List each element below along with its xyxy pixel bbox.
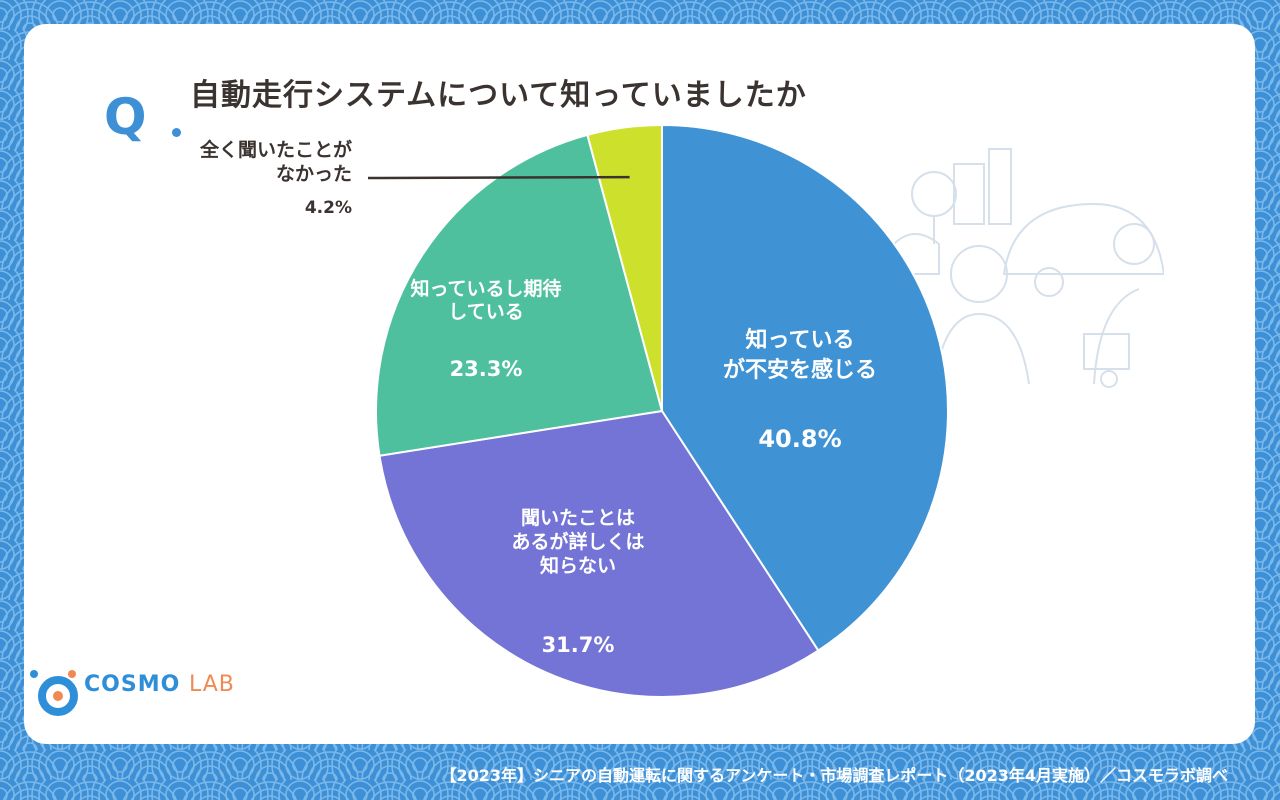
question-mark-label: Q xyxy=(104,88,147,146)
logo-name-sub: LAB xyxy=(188,672,235,697)
source-footer: 【2023年】シニアの自動運転に関するアンケート・市場調査レポート（2023年4… xyxy=(440,766,1228,785)
slice-label-3-line-0: 全く聞いたことが xyxy=(199,138,352,161)
slice-value-2: 23.3% xyxy=(450,357,523,381)
slice-value-3: 4.2% xyxy=(305,198,352,218)
slice-label-2-line-0: 知っているし期待 xyxy=(410,277,561,300)
pie-slice-2 xyxy=(375,133,664,457)
slice-label-1-line-2: 知らない xyxy=(540,554,616,577)
slice-value-0: 40.8% xyxy=(758,425,841,453)
logo-name-main: COSMO xyxy=(84,672,181,697)
slice-label-0-line-0: 知っている xyxy=(746,327,855,353)
pie-slice-1 xyxy=(378,409,820,698)
slice-value-1: 31.7% xyxy=(542,633,615,657)
slice-label-1-line-0: 聞いたことは xyxy=(521,507,635,529)
slice-label-0-line-1: が不安を感じる xyxy=(723,357,877,383)
cosmo-lab-logo-text: COSMO LAB xyxy=(84,672,235,697)
pie-slice-3 xyxy=(586,123,663,412)
cosmo-lab-logo-icon xyxy=(30,670,78,716)
slice-label-2-line-1: している xyxy=(448,301,523,323)
question-dot xyxy=(172,128,181,137)
slice-label-1-line-1: あるが詳しくは xyxy=(511,530,644,553)
page-title: 自動走行システムについて知っていましたか xyxy=(190,78,807,113)
seniors-car-illustration xyxy=(893,148,1164,388)
leader-line xyxy=(367,175,630,180)
slice-label-3-line-1: なかった xyxy=(276,163,352,185)
